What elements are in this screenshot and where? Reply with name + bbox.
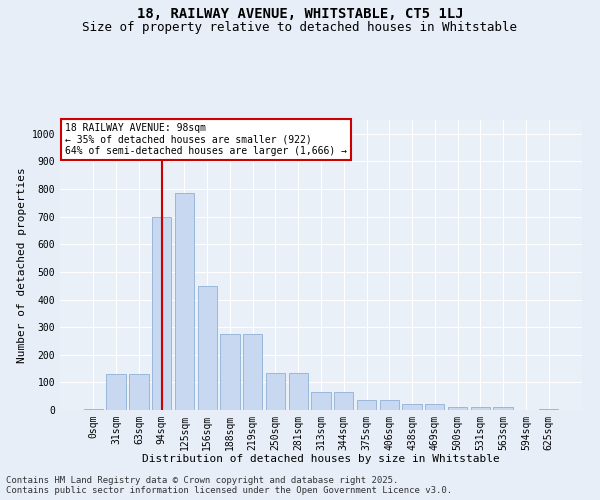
Text: 18, RAILWAY AVENUE, WHITSTABLE, CT5 1LJ: 18, RAILWAY AVENUE, WHITSTABLE, CT5 1LJ <box>137 8 463 22</box>
Bar <box>129 374 149 410</box>
Bar <box>289 372 308 410</box>
Bar <box>175 193 194 410</box>
Bar <box>493 407 513 410</box>
Bar <box>357 400 376 410</box>
Bar <box>243 334 262 410</box>
Bar <box>106 374 126 410</box>
Y-axis label: Number of detached properties: Number of detached properties <box>17 167 28 363</box>
Text: 18 RAILWAY AVENUE: 98sqm
← 35% of detached houses are smaller (922)
64% of semi-: 18 RAILWAY AVENUE: 98sqm ← 35% of detach… <box>65 123 347 156</box>
Bar <box>197 286 217 410</box>
Text: Size of property relative to detached houses in Whitstable: Size of property relative to detached ho… <box>83 21 517 34</box>
Bar <box>311 392 331 410</box>
Bar <box>220 334 239 410</box>
Bar <box>152 216 172 410</box>
Text: Contains HM Land Registry data © Crown copyright and database right 2025.
Contai: Contains HM Land Registry data © Crown c… <box>6 476 452 495</box>
Bar <box>266 372 285 410</box>
X-axis label: Distribution of detached houses by size in Whitstable: Distribution of detached houses by size … <box>142 454 500 464</box>
Bar <box>403 404 422 410</box>
Bar <box>334 392 353 410</box>
Bar <box>380 400 399 410</box>
Bar <box>539 408 558 410</box>
Bar <box>448 407 467 410</box>
Bar <box>84 408 103 410</box>
Bar <box>425 404 445 410</box>
Bar <box>470 407 490 410</box>
